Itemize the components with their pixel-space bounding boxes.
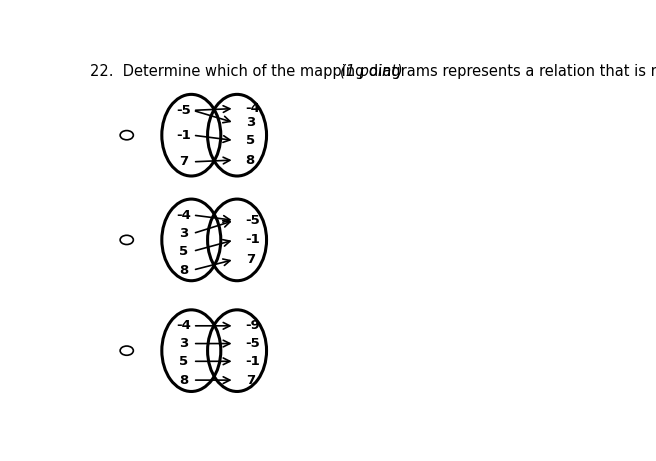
- Text: (1 point): (1 point): [340, 64, 403, 79]
- Text: -1: -1: [246, 355, 260, 368]
- Text: 3: 3: [179, 337, 188, 350]
- Text: 5: 5: [179, 355, 188, 368]
- Text: 5: 5: [246, 134, 255, 147]
- Text: 8: 8: [179, 264, 188, 277]
- Text: -9: -9: [246, 319, 260, 332]
- Text: 7: 7: [246, 373, 255, 387]
- Text: 3: 3: [246, 116, 255, 129]
- Text: 7: 7: [179, 155, 188, 168]
- Text: 7: 7: [246, 253, 255, 266]
- Text: -4: -4: [176, 208, 191, 222]
- Text: -1: -1: [176, 129, 191, 142]
- Text: 3: 3: [179, 227, 188, 240]
- Text: -4: -4: [176, 319, 191, 332]
- Text: -4: -4: [246, 102, 260, 115]
- Text: -5: -5: [246, 337, 260, 350]
- Text: -5: -5: [246, 214, 260, 227]
- Text: 22.  Determine which of the mapping diagrams represents a relation that is not a: 22. Determine which of the mapping diagr…: [90, 64, 656, 79]
- Text: 8: 8: [179, 373, 188, 387]
- Text: -1: -1: [246, 233, 260, 246]
- Text: 8: 8: [246, 154, 255, 166]
- Text: -5: -5: [176, 104, 191, 117]
- Text: 5: 5: [179, 245, 188, 258]
